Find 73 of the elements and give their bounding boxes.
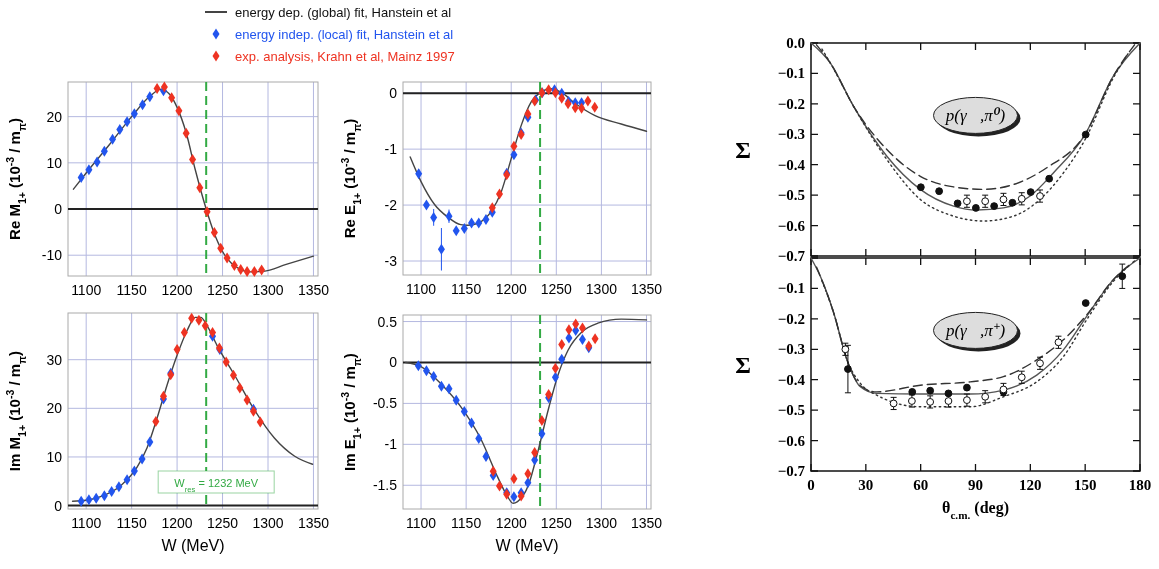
annotation: p(γ⃗,π⁰) <box>944 106 1006 126</box>
y-tick-label: −0.7 <box>777 463 806 479</box>
y-axis-title: Σ <box>735 351 751 378</box>
ref-line-label: W$_{res}$ = 1232 MeV <box>174 477 259 494</box>
y-tick-label: -1 <box>384 141 398 158</box>
x-tick-label: 1300 <box>252 282 284 298</box>
y-tick-label: 10 <box>46 448 63 465</box>
y-tick-label: −0.6 <box>777 432 806 449</box>
x-tick-label: 1250 <box>540 281 573 297</box>
legend-label: exp. analysis, Krahn et al, Mainz 1997 <box>235 49 455 64</box>
x-tick-label: 1350 <box>297 515 330 531</box>
y-tick-label: −0.2 <box>777 310 805 327</box>
y-tick-label: 10 <box>46 154 63 171</box>
y-tick-label: −0.3 <box>777 341 805 358</box>
x-tick-label: 180 <box>1128 477 1152 493</box>
x-tick-label: 1350 <box>297 282 330 298</box>
y-tick-label: −0.1 <box>777 65 805 82</box>
y-tick-label: -2 <box>384 197 398 214</box>
x-tick-label: 1150 <box>116 282 147 298</box>
x-tick-label: 1250 <box>206 282 239 298</box>
x-tick-label: 1200 <box>495 281 527 297</box>
y-tick-label: −0.6 <box>777 217 806 234</box>
x-tick-label: 1200 <box>495 515 527 531</box>
x-axis-title: θ$_{c.m.}$ (deg) <box>942 499 1009 521</box>
y-tick-label: −0.4 <box>777 371 806 388</box>
x-tick-label: 90 <box>968 477 983 493</box>
y-tick-label: -1.5 <box>372 477 398 494</box>
legend-label: energy dep. (global) fit, Hanstein et al <box>235 5 452 20</box>
x-tick-label: 1300 <box>585 515 618 531</box>
x-tick-label: 1150 <box>116 515 147 531</box>
y-tick-label: −0.2 <box>777 95 805 112</box>
x-axis-title: W (MeV) <box>161 537 225 554</box>
y-tick-label: -0.5 <box>372 395 398 412</box>
x-tick-label: 1350 <box>630 281 663 297</box>
x-tick-label: 150 <box>1073 477 1097 493</box>
y-tick-label: −0.4 <box>777 156 806 173</box>
x-tick-label: 1150 <box>451 281 482 297</box>
x-tick-label: 30 <box>858 477 874 493</box>
y-tick-label: -10 <box>41 247 63 264</box>
y-tick-label: 0 <box>54 497 63 514</box>
y-axis-title: Σ <box>735 136 751 163</box>
annotation: p(γ⃗,π⁺) <box>944 321 1006 341</box>
x-tick-label: 1200 <box>161 515 193 531</box>
x-tick-label: 1300 <box>585 281 618 297</box>
y-tick-label: −0.3 <box>777 126 805 143</box>
x-tick-label: 1200 <box>161 282 193 298</box>
y-tick-label: -3 <box>384 253 398 270</box>
y-tick-label: 0 <box>389 354 398 371</box>
x-tick-label: 60 <box>913 477 929 493</box>
x-tick-label: 1300 <box>252 515 284 531</box>
y-tick-label: 30 <box>46 351 63 368</box>
y-tick-label: −0.1 <box>777 280 805 297</box>
x-tick-label: 120 <box>1019 477 1042 493</box>
x-tick-label: 1100 <box>405 515 437 531</box>
y-tick-label: −0.7 <box>777 248 806 264</box>
legend-label: energy indep. (local) fit, Hanstein et al <box>235 27 454 42</box>
x-axis-title: W (MeV) <box>495 537 559 554</box>
x-tick-label: 1100 <box>71 515 102 531</box>
y-tick-label: 0.5 <box>377 313 398 330</box>
y-tick-label: −0.5 <box>777 402 805 419</box>
y-tick-label: 0 <box>389 85 398 102</box>
x-tick-label: 1100 <box>405 281 437 297</box>
x-tick-label: 1100 <box>71 282 102 298</box>
y-tick-label: 0.0 <box>786 35 805 51</box>
y-tick-label: 20 <box>46 108 63 125</box>
y-tick-label: −0.5 <box>777 187 805 204</box>
x-tick-label: 1150 <box>451 515 482 531</box>
x-tick-label: 1250 <box>206 515 239 531</box>
x-tick-label: 1350 <box>630 515 663 531</box>
y-tick-label: 0 <box>54 201 63 218</box>
x-tick-label: 1250 <box>540 515 573 531</box>
y-tick-label: -1 <box>384 436 398 453</box>
y-tick-label: 20 <box>46 400 63 417</box>
